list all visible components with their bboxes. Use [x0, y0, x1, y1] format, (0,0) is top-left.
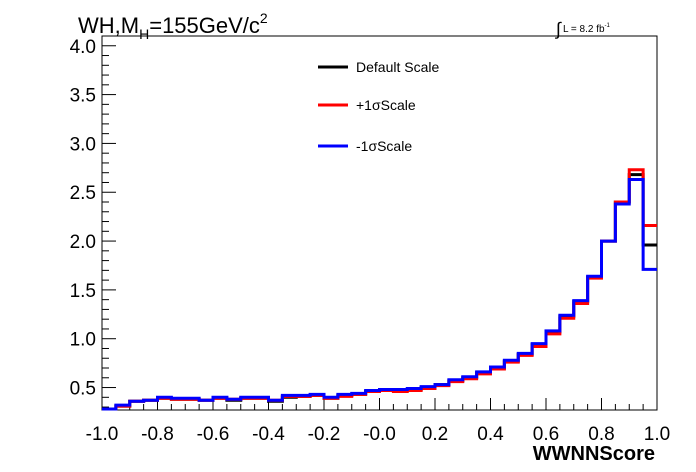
legend-label: Default Scale	[356, 59, 439, 75]
y-tick-label: 1.5	[70, 281, 96, 302]
luminosity-superscript: -1	[604, 23, 610, 29]
x-tick-label: 0.4	[477, 424, 504, 445]
legend-label: +1σScale	[356, 97, 416, 113]
chart-title: WH,MH=155GeV/c2	[78, 10, 268, 42]
title-subscript: H	[139, 26, 150, 42]
x-tick-label: 0.6	[533, 424, 559, 445]
plot-frame	[101, 35, 658, 411]
y-tick-label: 0.5	[70, 379, 96, 400]
series-line-0	[102, 173, 657, 411]
y-tick-label: 2.0	[70, 232, 96, 253]
integral-symbol: ∫	[556, 19, 561, 39]
title-rest: =155GeV/c	[149, 13, 260, 38]
x-tick-label: -0.2	[308, 424, 341, 445]
title-prefix: WH,M	[78, 13, 140, 38]
y-tick-label: 3.5	[70, 86, 96, 107]
series-line-1	[102, 168, 657, 411]
x-tick-label: 1.0	[644, 424, 670, 445]
x-tick-label: 0.2	[422, 424, 448, 445]
luminosity-label: ∫ L = 8.2 fb-1	[556, 16, 610, 39]
y-tick-label: 1.0	[70, 330, 96, 351]
y-tick-label: 4.0	[70, 37, 96, 58]
x-tick-label: -0.8	[141, 424, 174, 445]
title-superscript: 2	[259, 10, 268, 26]
x-axis-label: WWNNScore	[533, 443, 655, 465]
x-tick-label: -0.4	[252, 424, 285, 445]
y-axis: 0.5 1.0 1.5 2.0 2.5 3.0 3.5 4.0	[70, 35, 116, 408]
series-line-2	[102, 178, 657, 411]
luminosity-text: L = 8.2 fb	[562, 24, 605, 35]
x-tick-label: -0.0	[363, 424, 396, 445]
y-tick-label: 2.5	[70, 183, 96, 204]
x-axis: -1.0 -0.8 -0.6 -0.4 -0.2 -0.0 0.2 0.4 0.6 0.8 1.0	[86, 398, 670, 445]
x-tick-label: 0.8	[588, 424, 614, 445]
legend-label: -1σScale	[356, 138, 412, 154]
x-tick-label: -1.0	[86, 424, 119, 445]
series-group	[102, 168, 657, 411]
x-tick-label: -0.6	[197, 424, 230, 445]
y-tick-label: 3.0	[70, 134, 96, 155]
legend: Default Scale +1σScale -1σScale	[318, 59, 439, 154]
